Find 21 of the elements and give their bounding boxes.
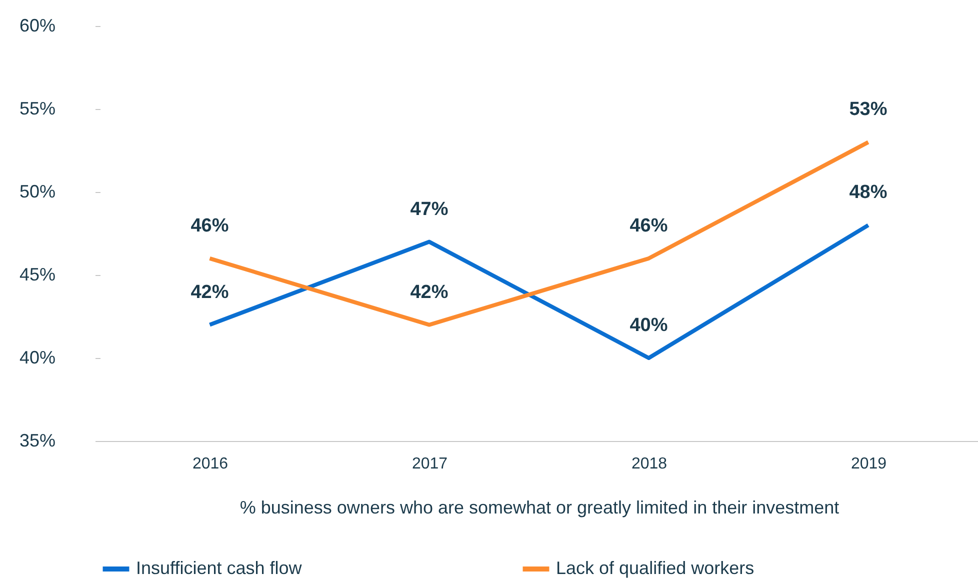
data-label: 48%: [849, 182, 888, 204]
y-tick-label: 35%: [19, 430, 56, 450]
x-axis-title: % business owners who are somewhat or greatly limited in their investment: [240, 498, 840, 518]
data-label: 40%: [630, 315, 668, 336]
legend-label: Lack of qualified workers: [556, 558, 754, 578]
x-tick-label: 2019: [850, 456, 887, 472]
y-tick-label: 45%: [19, 264, 56, 284]
y-tick-label: 60%: [19, 16, 56, 36]
data-label: 47%: [410, 198, 448, 220]
y-tick-label: 50%: [19, 182, 56, 202]
data-label: 46%: [190, 215, 229, 236]
y-tick-label: 55%: [19, 98, 56, 118]
data-label: 42%: [410, 282, 448, 303]
x-tick-label: 2018: [631, 456, 668, 472]
data-label: 53%: [849, 99, 888, 120]
data-label: 42%: [190, 282, 229, 303]
x-tick-label: 2016: [192, 456, 228, 472]
x-tick-label: 2017: [412, 456, 448, 472]
data-label: 46%: [630, 215, 668, 236]
legend-label: Insufficient cash flow: [136, 558, 303, 578]
y-tick-label: 40%: [19, 348, 56, 368]
